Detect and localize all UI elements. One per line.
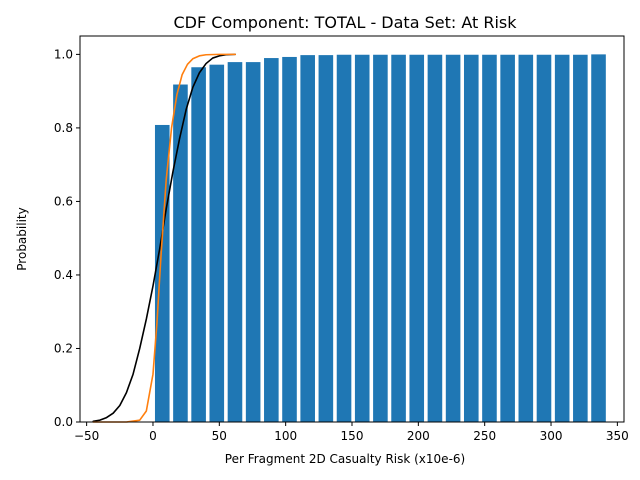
y-tick-label: 0.6 — [54, 194, 73, 208]
bar — [191, 67, 206, 422]
bar — [445, 54, 461, 423]
x-tick-label: 350 — [606, 429, 629, 443]
bar — [591, 54, 606, 422]
x-tick-label: 300 — [540, 429, 563, 443]
y-tick-label: 0.4 — [54, 268, 73, 282]
bar — [482, 54, 497, 423]
bar — [264, 58, 279, 423]
x-tick-label: 200 — [407, 429, 430, 443]
bars-layer — [154, 54, 606, 423]
bar — [282, 56, 297, 422]
y-tick-label: 0.0 — [54, 415, 73, 429]
x-axis-label: Per Fragment 2D Casualty Risk (x10e-6) — [225, 452, 465, 466]
bar — [391, 54, 406, 423]
x-tick-label: 0 — [149, 429, 157, 443]
chart-title: CDF Component: TOTAL - Data Set: At Risk — [173, 13, 517, 32]
bar — [518, 54, 534, 423]
bar — [409, 54, 425, 423]
y-axis-label: Probability — [15, 207, 29, 270]
bar — [154, 124, 170, 422]
bar — [227, 62, 243, 422]
bar — [500, 54, 515, 423]
bar — [354, 54, 370, 423]
lines-layer — [92, 53, 237, 423]
bar — [209, 64, 225, 422]
x-tick-label: 250 — [473, 429, 496, 443]
x-tick-label: −50 — [74, 429, 99, 443]
bar — [536, 54, 552, 423]
y-tick-label: 1.0 — [54, 47, 73, 61]
bar — [173, 84, 188, 423]
axes-layer: −50 0 50 100 150 200 250 300 350 0.0 0.2 0.4 0.6 0.8 1… — [54, 35, 629, 443]
bar — [554, 54, 570, 423]
bar — [300, 55, 315, 423]
bar — [373, 54, 388, 423]
series-line-1 — [92, 53, 237, 423]
y-tick-label: 0.2 — [54, 341, 73, 355]
x-tick-label: 150 — [341, 429, 364, 443]
bar — [427, 54, 443, 423]
bar — [336, 54, 352, 423]
y-tick-label: 0.8 — [54, 121, 73, 135]
x-tick-label: 100 — [274, 429, 297, 443]
bar — [318, 55, 334, 423]
bar — [245, 62, 261, 422]
bar — [573, 54, 588, 423]
bar — [463, 54, 479, 423]
x-tick-label: 50 — [212, 429, 227, 443]
